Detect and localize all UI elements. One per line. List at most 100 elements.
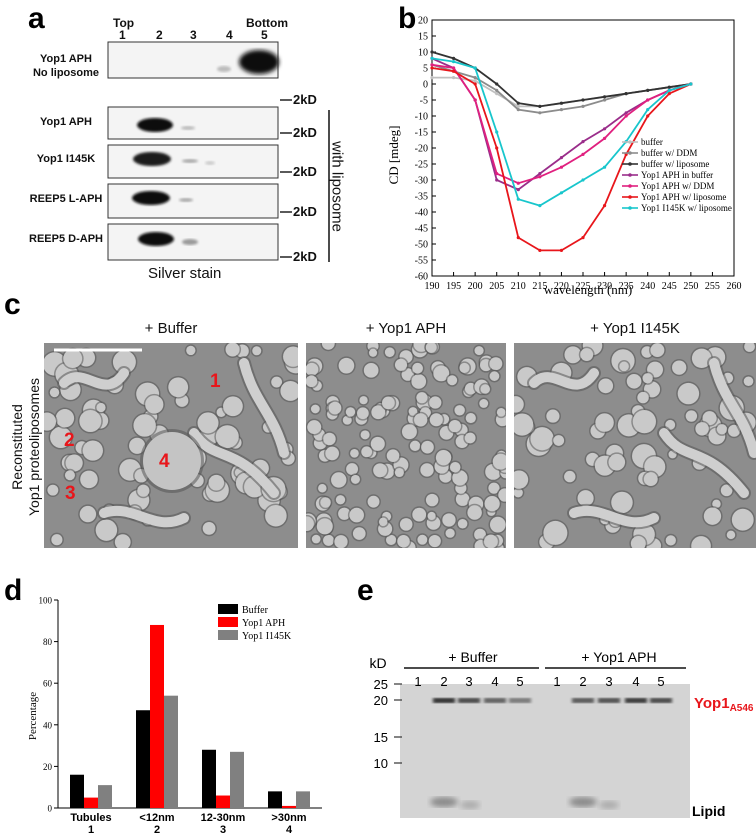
- cd-y-tick-label: -20: [415, 144, 428, 155]
- em-vesicle: [530, 427, 554, 451]
- em-vesicle: [417, 534, 428, 545]
- cd-data-point: [581, 236, 585, 240]
- em-image-yop1-i145k: [514, 343, 756, 548]
- cd-data-point: [624, 92, 628, 96]
- cd-data-point: [473, 82, 477, 86]
- em-vesicle: [47, 484, 59, 496]
- cd-data-point: [646, 98, 650, 102]
- em-vesicle: [577, 490, 594, 507]
- em-vesicle: [452, 470, 468, 486]
- cd-legend-label: buffer w/ liposome: [641, 159, 709, 169]
- em-vesicle: [382, 396, 395, 410]
- lipid-label: Lipid: [692, 803, 725, 819]
- cd-data-point: [451, 76, 456, 80]
- cd-y-tick-label: 0: [423, 80, 428, 91]
- cd-data-point: [495, 146, 499, 150]
- cd-data-point: [646, 108, 650, 112]
- em-tubule: [529, 368, 599, 390]
- em-annotation: 1: [210, 371, 221, 392]
- gel-lane-number: 2: [579, 674, 586, 689]
- em-vesicle: [726, 530, 736, 540]
- cd-y-tick-label: -10: [415, 112, 428, 123]
- blot-strip-2: [107, 106, 279, 140]
- em-vesicle: [55, 409, 75, 428]
- bar-legend-swatch: [218, 604, 238, 614]
- em-vesicle: [79, 505, 97, 523]
- em-vesicle: [474, 528, 486, 541]
- panel-c-letter: c: [4, 288, 21, 321]
- kd-label: kD: [369, 655, 386, 671]
- cd-y-tick-label: 15: [418, 32, 428, 43]
- em-vesicle: [691, 348, 712, 369]
- cd-ylabel: CD [mdeg]: [386, 126, 401, 185]
- marker-2kd: 2kD: [293, 164, 317, 179]
- em-vesicle: [271, 376, 283, 388]
- em-vesicle: [44, 412, 57, 431]
- cd-data-point: [581, 140, 585, 144]
- panel-a: Top Bottom 1 2 3 4 5 Yop1 APH No liposom…: [0, 0, 380, 290]
- cd-data-point: [516, 108, 520, 112]
- em-vesicle: [96, 402, 106, 413]
- em-vesicle: [311, 534, 321, 544]
- cd-data-point: [538, 204, 542, 208]
- cd-data-point: [495, 178, 499, 182]
- bar-category-number: 3: [220, 824, 226, 836]
- em-vesicle: [465, 412, 476, 424]
- em-vesicle: [428, 534, 441, 548]
- em-vesicle: [455, 492, 470, 506]
- em-vesicle: [385, 534, 397, 546]
- cd-y-tick-label: -25: [415, 160, 428, 171]
- em-vesicle: [744, 343, 755, 352]
- cd-legend-marker: [628, 206, 632, 210]
- cd-data-point: [516, 188, 520, 192]
- bar-category-label: <12nm: [139, 812, 174, 824]
- cd-data-point: [602, 98, 607, 102]
- em-tubule: [239, 358, 289, 458]
- em-vesicle: [442, 513, 456, 527]
- em-vesicle: [743, 376, 754, 387]
- em-vesicle: [394, 467, 404, 478]
- em-ylabel-line1: Reconstituted: [9, 404, 25, 490]
- cd-data-point: [559, 248, 564, 252]
- em-vesicle: [360, 430, 370, 440]
- cd-series: [430, 50, 693, 252]
- em-vesicle: [306, 516, 314, 532]
- em-title: + Buffer: [144, 320, 198, 337]
- cd-x-tick-label: 225: [576, 281, 591, 292]
- em-vesicle: [394, 358, 408, 371]
- cd-y-tick-label: -30: [415, 176, 428, 187]
- bar: [98, 785, 112, 808]
- fraction-number: 1: [119, 28, 126, 42]
- cd-y-tick-label: -45: [415, 224, 428, 235]
- fraction-bottom-label: Bottom: [246, 16, 288, 30]
- cd-x-tick-label: 240: [640, 281, 655, 292]
- cd-data-point: [495, 172, 499, 176]
- em-vesicle: [338, 357, 355, 374]
- em-vesicle: [137, 484, 150, 497]
- em-tubule: [189, 428, 279, 498]
- cd-x-tick-label: 260: [727, 281, 742, 292]
- lipid-smear: [569, 797, 597, 807]
- em-vesicle: [665, 535, 676, 546]
- em-vesicle: [371, 405, 386, 420]
- group-label-buffer: + Buffer: [448, 649, 498, 665]
- em-vesicle: [435, 449, 452, 466]
- cd-data-point: [451, 60, 456, 64]
- em-vesicle: [445, 528, 455, 538]
- em-vesicle: [416, 392, 428, 404]
- cd-data-point: [516, 181, 520, 185]
- gel-lane-number: 1: [553, 674, 560, 689]
- em-vesicle: [457, 518, 468, 529]
- em-vesicle: [728, 424, 741, 437]
- cd-legend-label: buffer: [641, 137, 663, 147]
- cd-data-point: [581, 98, 585, 102]
- gel-lane-numbers: 1 2 3 4 5 1 2 3 4 5: [414, 674, 664, 689]
- cd-x-tick-label: 255: [705, 281, 720, 292]
- gel-band: [458, 698, 480, 703]
- em-vesicle: [489, 357, 503, 371]
- em-vesicle: [321, 343, 335, 350]
- bar-category-number: 2: [154, 824, 160, 836]
- em-vesicle: [514, 396, 524, 413]
- em-vesicle: [399, 518, 413, 531]
